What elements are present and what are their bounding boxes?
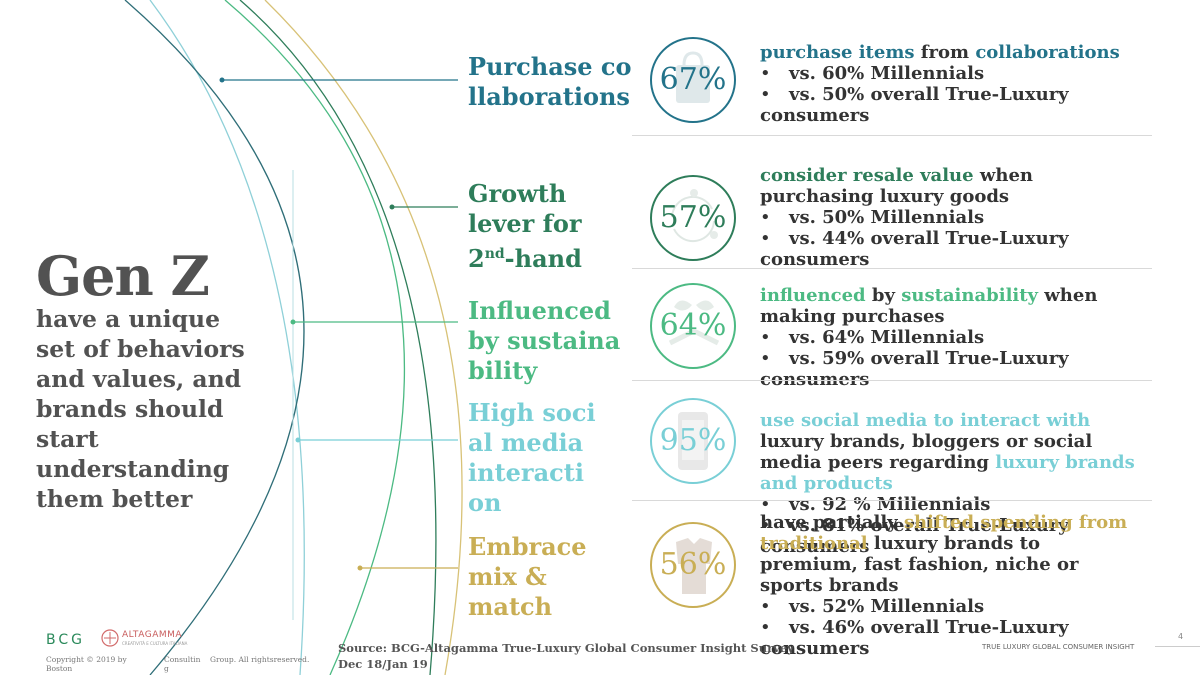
bullet: vs. 60% Millennials: [760, 63, 1140, 84]
page-subtitle: have a unique set of behaviors and value…: [36, 305, 245, 513]
stat-value: 64%: [659, 308, 727, 343]
category-mix-match: Embrace mix & match: [468, 532, 587, 621]
copyright-text-2: Consultin g: [164, 655, 201, 673]
page-number: 4: [1178, 632, 1184, 641]
source-note: Source: BCG-Altagamma True-Luxury Global…: [338, 641, 794, 671]
stat-circle-2: 57%: [650, 175, 736, 261]
bullet: vs. 81% overall True-Luxury consumers: [760, 515, 1140, 557]
bullet: vs. 92 % Millennials: [760, 494, 1140, 515]
stat-description-5: have partially shifted spending from tra…: [760, 512, 1140, 659]
bullet: vs. 46% overall True-Luxury consumers: [760, 617, 1140, 659]
bullet: vs. 50% overall True-Luxury consumers: [760, 84, 1140, 126]
arc-dark-green: [239, 0, 437, 675]
page-title: Gen Z: [36, 244, 210, 308]
stat-description-1: purchase items from collaborations vs. 6…: [760, 42, 1140, 126]
arc-dark-teal: [124, 0, 305, 675]
copyright-text-3: Group. All rightsreserved.: [210, 655, 310, 664]
stat-value: 56%: [659, 547, 727, 582]
clothes-icon: [676, 538, 712, 594]
arc-gold: [264, 0, 463, 675]
category-growth-lever: Growth lever for 2nd-hand: [468, 179, 582, 273]
bullet: vs. 50% Millennials: [760, 207, 1140, 228]
smartphone-icon: [678, 412, 708, 470]
bullet: vs. 64% Millennials: [760, 327, 1140, 348]
divider: [632, 500, 1152, 501]
altagamma-logo: ALTAGAMMA CREATIVITÀ E CULTURA ITALIANA: [100, 628, 200, 650]
report-title: TRUE LUXURY GLOBAL CONSUMER INSIGHT: [982, 643, 1135, 651]
divider: [632, 380, 1152, 381]
stat-circle-4: 95%: [650, 398, 736, 484]
bullet: vs. 52% Millennials: [760, 596, 1140, 617]
shopping-bag-icon: [676, 51, 710, 103]
leaves-hand-icon: [668, 300, 720, 346]
category-social-media: High social media interaction: [468, 398, 596, 517]
stat-description-3: influenced by sustainability when making…: [760, 285, 1140, 390]
stat-circle-1: 67%: [650, 37, 736, 123]
bullet: vs. 59% overall True-Luxury consumers: [760, 348, 1140, 390]
footer-divider: [1155, 646, 1200, 647]
bullet: vs. 44% overall True-Luxury consumers: [760, 228, 1140, 270]
category-purchase-collaborations: Purchase collaborations: [468, 52, 632, 111]
divider: [632, 268, 1152, 269]
bcg-logo: BCG: [46, 632, 85, 648]
stat-description-4: use social media to interact with luxury…: [760, 410, 1140, 557]
stat-circle-5: 56%: [650, 522, 736, 608]
category-sustainability: Influenced by sustainability: [468, 296, 621, 385]
stat-circle-3: 64%: [650, 283, 736, 369]
stat-value: 67%: [659, 62, 727, 97]
arc-green: [224, 0, 406, 675]
divider: [632, 135, 1152, 136]
altagamma-mark-icon: [101, 629, 119, 647]
stat-value: 57%: [659, 200, 727, 235]
recycle-arrows-icon: [671, 189, 718, 243]
copyright-text: Copyright © 2019 by Boston: [46, 655, 127, 673]
stat-value: 95%: [659, 423, 727, 458]
stat-description-2: consider resale value when purchasing lu…: [760, 165, 1140, 270]
